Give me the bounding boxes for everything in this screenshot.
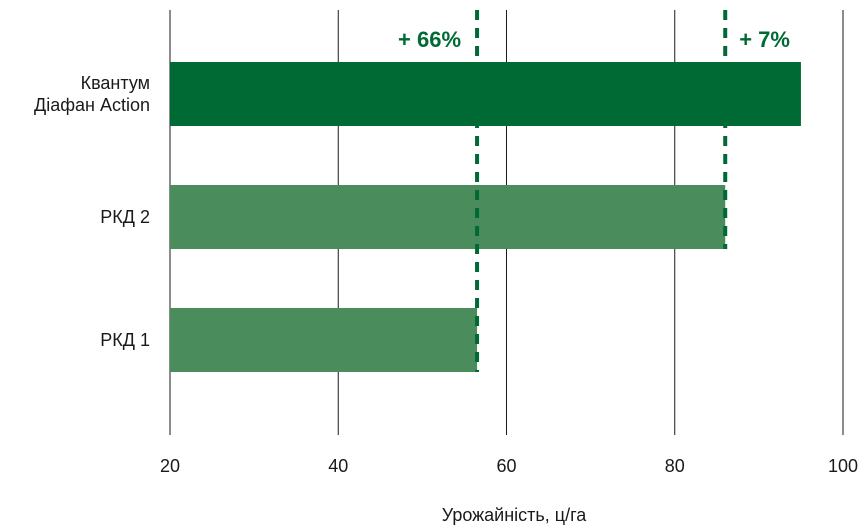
category-label-1: Квантум Діафан Action — [34, 73, 150, 115]
bars — [170, 62, 801, 372]
x-tick-label-100: 100 — [828, 456, 858, 476]
x-tick-label-60: 60 — [496, 456, 516, 476]
category-label-3: РКД 1 — [100, 330, 150, 350]
x-tick-label-80: 80 — [665, 456, 685, 476]
x-tick-label-20: 20 — [160, 456, 180, 476]
x-tick-labels: 20 40 60 80 100 — [160, 456, 858, 476]
category-label-line: Діафан Action — [34, 95, 150, 115]
increase-label-2: + 7% — [739, 27, 790, 52]
reference-lines: + 66% + 7% — [398, 10, 790, 372]
category-label-2: РКД 2 — [100, 207, 150, 227]
category-label-line: Квантум — [81, 73, 150, 93]
category-labels: Квантум Діафан Action РКД 2 РКД 1 — [34, 73, 150, 350]
x-tick-label-40: 40 — [328, 456, 348, 476]
increase-label-1: + 66% — [398, 27, 461, 52]
category-label-line: РКД 2 — [100, 207, 150, 227]
bar-1 — [170, 62, 801, 126]
x-axis-title: Урожайність, ц/га — [442, 505, 588, 525]
category-label-line: РКД 1 — [100, 330, 150, 350]
bar-2 — [170, 185, 726, 249]
bar-3 — [170, 308, 478, 372]
